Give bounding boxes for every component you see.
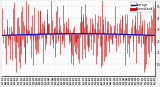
Legend: Average, Normalized: Average, Normalized	[131, 2, 153, 12]
